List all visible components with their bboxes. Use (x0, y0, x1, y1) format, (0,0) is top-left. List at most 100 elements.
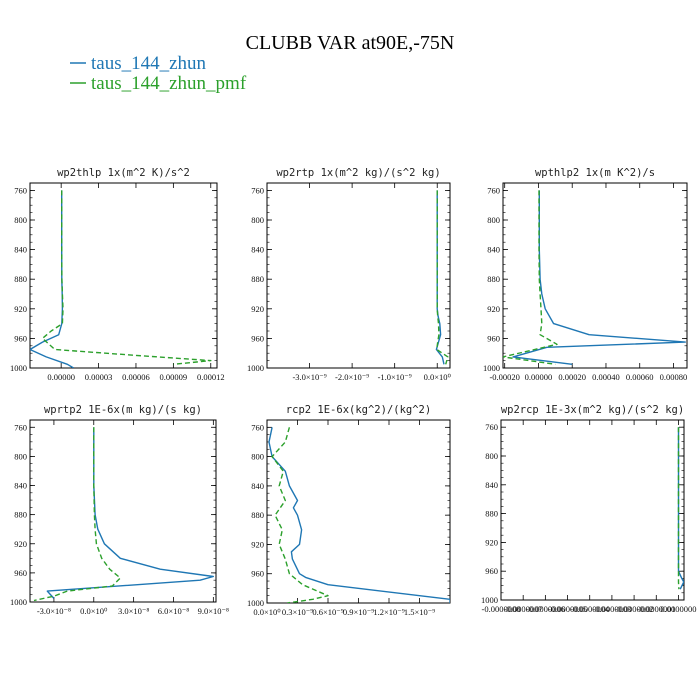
x-tick-label: 0.0×10⁰ (253, 607, 281, 617)
y-tick-label: 920 (251, 539, 264, 549)
series-line-zhun (30, 190, 74, 368)
x-tick-label: 0.00060 (626, 372, 654, 382)
x-tick-label: 0.3×10⁻⁹ (282, 607, 313, 617)
y-tick-label: 800 (251, 215, 264, 225)
panel-title: wp2rtp 1x(m^2 kg)/(s^2 kg) (276, 167, 440, 179)
y-tick-label: 960 (14, 568, 27, 578)
y-tick-label: 840 (251, 245, 264, 255)
y-tick-label: 760 (485, 422, 498, 432)
series-group (677, 427, 684, 590)
x-tick-label: -0.0000002 (615, 604, 654, 614)
x-tick-label: 0.0×10⁰ (80, 606, 108, 616)
x-tick-label: -0.00020 (489, 372, 519, 382)
series-line-zhun-pmf (271, 427, 329, 603)
y-tick-label: 920 (251, 304, 264, 314)
y-tick-label: 880 (485, 509, 498, 519)
y-tick-label: 880 (251, 510, 264, 520)
plot-frame (266, 419, 451, 604)
series-line-zhun-pmf (33, 427, 121, 602)
series-group (435, 190, 449, 365)
y-tick-label: 800 (14, 215, 27, 225)
x-tick-label: 0.00040 (592, 372, 620, 382)
series-group (503, 190, 686, 365)
y-tick-label: 760 (251, 185, 264, 195)
y-tick-label: 760 (14, 422, 27, 432)
y-tick-label: 1000 (247, 363, 264, 373)
x-tick-label: -1.0×10⁻⁹ (378, 372, 412, 382)
series-line-zhun (46, 427, 214, 599)
x-tick-label: 0.9×10⁻⁹ (343, 607, 374, 617)
y-tick-label: 960 (251, 333, 264, 343)
y-tick-label: 800 (487, 215, 500, 225)
x-tick-label: 0.00020 (558, 372, 586, 382)
y-tick-label: 840 (251, 481, 264, 491)
panels-group: wp2thlp 1x(m^2 K)/s^2 760 800 840 880 920 960 1… (10, 167, 697, 617)
x-tick-label: -0.0000004 (570, 604, 610, 614)
x-tick-label: -0.0000007 (504, 604, 543, 614)
x-tick-label: 0.00080 (660, 372, 688, 382)
y-tick-label: 960 (487, 333, 500, 343)
x-tick-label: -3.0×10⁻⁸ (37, 606, 71, 616)
panel-title: wp2thlp 1x(m^2 K)/s^2 (57, 167, 190, 179)
x-tick-label: 3.0×10⁻⁸ (118, 606, 149, 616)
x-tick-label: 0.00009 (160, 372, 188, 382)
plot-frame (29, 419, 217, 603)
x-tick-label: -3.0×10⁻⁹ (292, 372, 326, 382)
plot-frame (29, 182, 218, 369)
y-tick-label: 840 (487, 245, 500, 255)
y-tick-label: 760 (14, 185, 27, 195)
y-tick-label: 840 (14, 245, 27, 255)
x-tick-label: -2.0×10⁻⁹ (335, 372, 369, 382)
y-tick-label: 880 (251, 274, 264, 284)
series-line-zhun (268, 427, 450, 603)
x-tick-label: 0.00003 (85, 372, 113, 382)
x-tick-label: -0.0000005 (548, 604, 587, 614)
panel-title: wp2rcp 1E-3x(m^2 kg)/(s^2 kg) (501, 404, 684, 416)
x-tick-label: 6.0×10⁻⁸ (158, 606, 189, 616)
series-line-zhun (435, 190, 445, 365)
y-tick-label: 760 (487, 185, 500, 195)
legend-label-1: taus_144_zhun (91, 53, 207, 74)
panel-6: wp2rcp 1E-3x(m^2 kg)/(s^2 kg)760 800 840 88… (481, 404, 697, 614)
series-line-zhun (512, 190, 686, 365)
y-tick-label: 960 (485, 566, 498, 576)
x-tick-label: 1.2×10⁻⁹ (373, 607, 404, 617)
panel-title: wpthlp2 1x(m K^2)/s (535, 167, 655, 179)
x-tick-label: -0.0000006 (526, 604, 565, 614)
y-tick-label: 880 (487, 274, 500, 284)
y-tick-label: 920 (14, 304, 27, 314)
plot-frame (266, 182, 451, 369)
y-tick-label: 880 (14, 274, 27, 284)
legend: taus_144_zhun taus_144_zhun_pmf (70, 53, 247, 94)
x-tick-label: 0.00000 (47, 372, 75, 382)
y-tick-label: 880 (14, 510, 27, 520)
series-group (268, 427, 450, 603)
panel-4: wprtp2 1E-6x(m kg)/(s kg) 760 800 840 880 920… (10, 404, 229, 616)
legend-label-2: taus_144_zhun_pmf (91, 73, 247, 94)
y-tick-label: 1000 (481, 595, 498, 605)
y-tick-label: 960 (251, 569, 264, 579)
y-tick-label: 960 (14, 333, 27, 343)
x-tick-label: -0.0000001 (637, 604, 676, 614)
x-tick-label: 0.00006 (122, 372, 150, 382)
x-tick-label: 9.0×10⁻⁸ (198, 606, 229, 616)
x-tick-label: 0.00012 (197, 372, 225, 382)
series-group (30, 190, 212, 368)
panel-title: rcp2 1E-6x(kg^2)/(kg^2) (286, 404, 431, 416)
series-line-zhun (677, 427, 684, 590)
y-tick-label: 800 (14, 451, 27, 461)
panel-title: wprtp2 1E-6x(m kg)/(s kg) (44, 404, 202, 416)
x-tick-label: 0.0×10⁰ (424, 372, 452, 382)
y-tick-label: 1000 (10, 597, 27, 607)
plot-frame (500, 419, 685, 601)
panel-3: wpthlp2 1x(m K^2)/s 760 800 840 880 920 960 100… (483, 167, 688, 382)
y-tick-label: 840 (14, 481, 27, 491)
panel-2: wp2rtp 1x(m^2 kg)/(s^2 kg) 760 800 840 880 92… (247, 167, 451, 382)
panel-5: rcp2 1E-6x(kg^2)/(kg^2) 760 800 840 880 920 96… (247, 404, 451, 617)
y-tick-label: 840 (485, 480, 498, 490)
series-line-zhun-pmf (41, 190, 212, 365)
x-tick-label: -0.0000003 (592, 604, 631, 614)
y-tick-label: 1000 (247, 598, 264, 608)
y-tick-label: 800 (251, 452, 264, 462)
